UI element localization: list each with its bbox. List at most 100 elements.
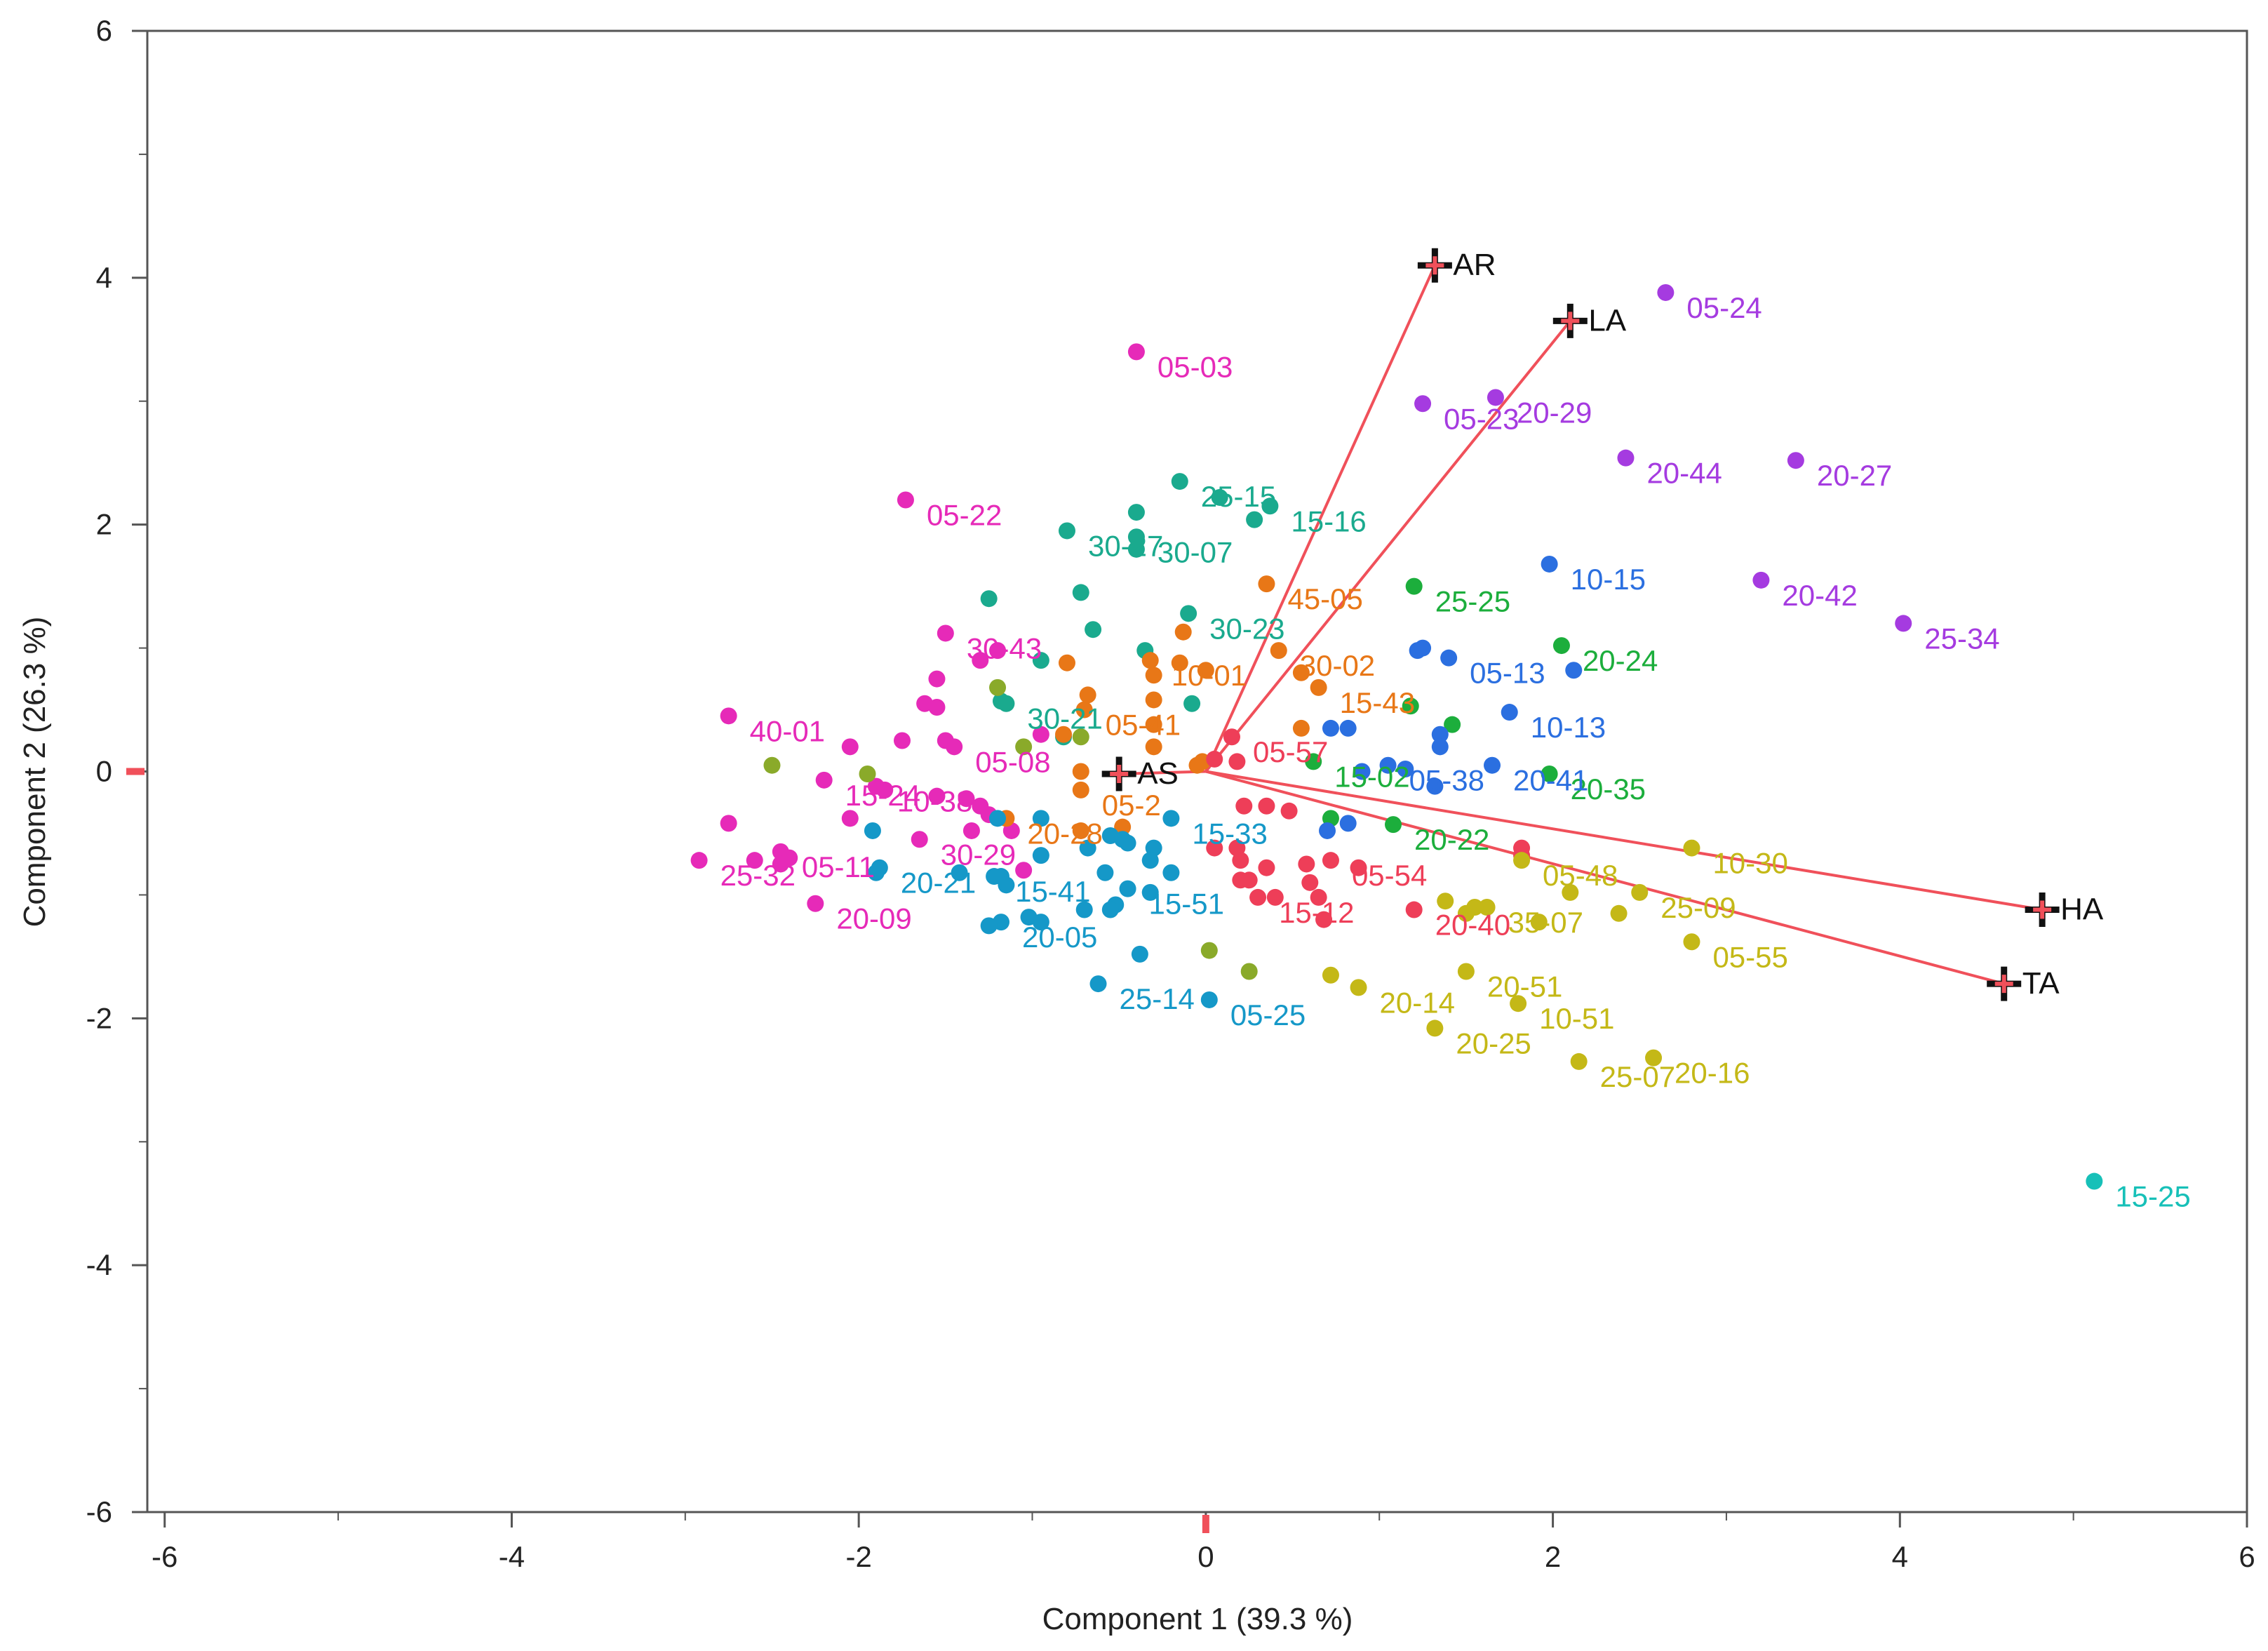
data-point [962,822,980,839]
data-point [951,864,968,881]
point-label: 05-38 [1409,764,1484,797]
data-point [720,815,737,832]
data-point [1484,756,1501,774]
data-point [1350,859,1367,876]
x-tick-label: 6 [2239,1540,2255,1573]
data-point [1379,756,1397,774]
vector-marker [1417,248,1452,283]
data-point [1171,654,1188,671]
y-tick-label: 2 [96,508,112,541]
point-label: 20-28 [1027,817,1102,850]
vector-cross-red [1110,765,1129,784]
point-label: 20-05 [1022,921,1097,954]
data-point [1270,642,1287,660]
data-point [1072,763,1089,780]
point-label: 20-44 [1646,457,1722,490]
point-label: 05-57 [1253,735,1328,768]
data-point [928,787,946,805]
point-label: 20-22 [1414,823,1489,856]
data-point [1200,942,1218,959]
data-point [1145,716,1162,733]
point-label: 30-23 [1209,612,1284,645]
y-tick-label: -6 [86,1495,112,1528]
data-point [1072,728,1089,746]
data-point [1292,664,1310,681]
data-point [1079,686,1096,704]
point-label: 10-01 [1172,659,1247,692]
data-point [980,917,998,935]
point-label: 45-05 [1287,582,1362,615]
point-label: 10-51 [1539,1002,1614,1035]
data-point [980,590,998,608]
data-point [1431,738,1449,756]
data-point [1145,667,1162,684]
y-tick-label: 0 [96,755,112,788]
vector-line [1205,770,2043,911]
point-label: 05-11 [802,850,875,883]
data-point [1513,852,1531,869]
data-point [1141,652,1159,669]
data-point [1298,855,1315,873]
point-label: 20-25 [1456,1027,1531,1060]
data-point [807,895,824,912]
vector-cross-red [1994,975,2013,994]
point-label: 05-13 [1470,657,1545,690]
data-point [1258,859,1275,876]
point-label: 20-40 [1435,909,1510,942]
data-point [1565,662,1583,679]
data-point [1235,797,1253,815]
data-point [928,699,946,716]
point-label: 15-25 [2115,1180,2190,1213]
data-point [1079,839,1096,857]
vector-cross-red [1561,312,1580,330]
data-point [1058,522,1075,540]
data-point [1072,781,1089,798]
data-point [1206,750,1223,768]
y-tick-label: 4 [96,261,112,294]
data-point [1339,815,1357,832]
point-label: 20-42 [1782,579,1857,612]
point-label: 05-25 [1230,998,1306,1031]
data-point [1228,753,1246,770]
data-point [1101,901,1119,918]
point-label: 15-43 [1340,686,1415,719]
point-label: 20-16 [1675,1057,1750,1090]
data-point [720,707,737,725]
data-point [1058,654,1075,671]
data-point [1431,726,1449,743]
data-point [1466,899,1484,916]
point-label: 25-25 [1435,585,1510,618]
data-point [989,642,1007,660]
data-point [772,855,789,873]
data-point [1032,726,1049,743]
data-point [1171,473,1188,490]
point-label: 30-29 [941,838,1016,871]
data-point [1305,753,1322,770]
point-label: 20-35 [1571,773,1646,806]
data-point [1032,847,1049,864]
data-point [1610,904,1628,922]
data-point [1072,822,1089,839]
data-point [1127,343,1145,361]
point-label: 20-09 [836,902,911,935]
point-label: 25-34 [1924,622,1999,655]
data-point [1200,991,1218,1008]
data-point [841,738,859,756]
data-point [1414,395,1432,413]
x-tick-label: -4 [499,1540,525,1573]
data-point [1249,888,1267,906]
x-zero-marker [1202,1515,1209,1533]
data-point [1206,839,1223,857]
point-label: 10-15 [1571,563,1646,596]
data-point [1657,283,1675,301]
data-point [763,756,781,774]
score-points [690,283,2103,1190]
data-point [1280,802,1298,820]
axes: -6 -4 -2 0 2 4 6 6 4 2 0 -2 -4 -6 [86,14,2255,1573]
point-label: 25-09 [1660,891,1736,924]
data-point [1402,697,1419,715]
data-point [1162,810,1180,827]
point-label: 20-24 [1583,644,1658,677]
